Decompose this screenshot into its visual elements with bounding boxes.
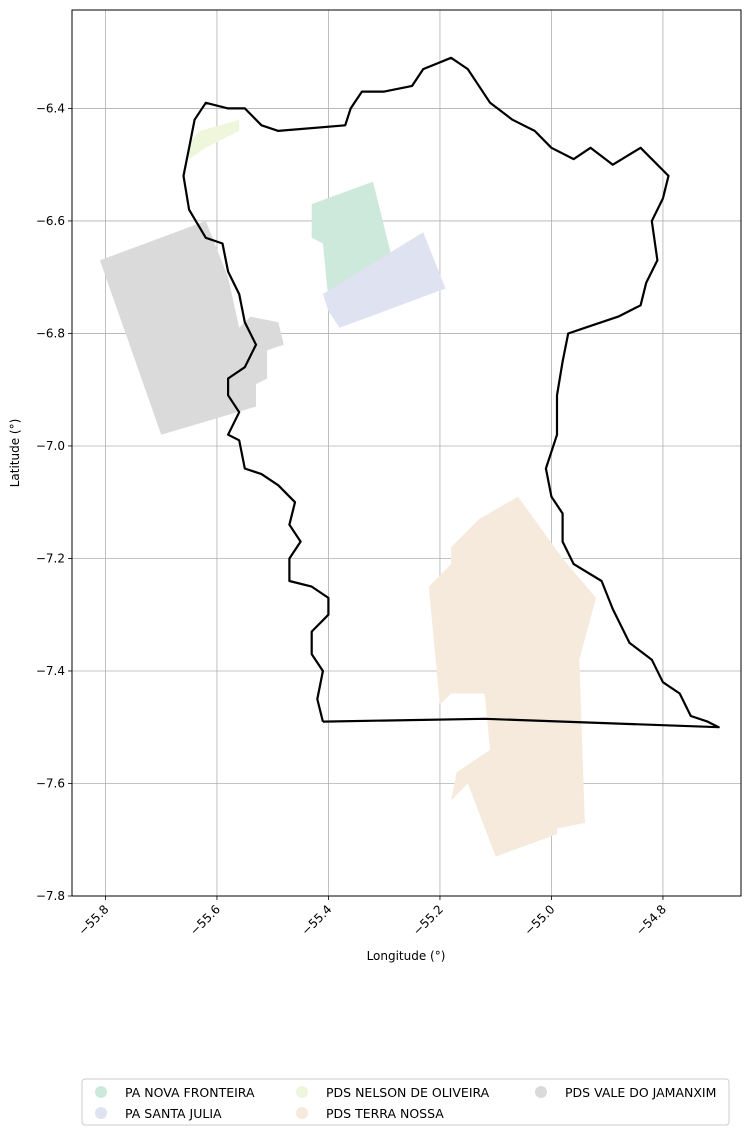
y-tick-label: −7.0 [36, 439, 65, 453]
x-tick-label: −55.0 [522, 902, 558, 938]
legend-marker-pds-nelson-de-oliveira [296, 1086, 308, 1098]
y-tick-label: −6.4 [36, 101, 65, 115]
gridlines [72, 10, 741, 897]
legend-entry: PDS VALE DO JAMANXIM [535, 1085, 716, 1100]
y-tick-label: −7.2 [36, 551, 65, 565]
legend-frame [81, 1078, 730, 1126]
y-tick-label: −7.6 [36, 776, 65, 790]
axes-frame [71, 9, 742, 897]
legend-label: PDS VALE DO JAMANXIM [565, 1085, 716, 1100]
settlement-polygons [99, 119, 596, 857]
x-tick-label: −54.8 [633, 902, 669, 938]
x-tick-label: −55.8 [76, 902, 112, 938]
polygon-pds-terra-nossa [428, 496, 596, 857]
legend-entry: PDS NELSON DE OLIVEIRA [296, 1085, 490, 1100]
legend-label: PA SANTA JULIA [125, 1106, 222, 1121]
legend-label: PDS TERRA NOSSA [326, 1106, 444, 1121]
boundary-line [182, 56, 720, 729]
polygon-pds-nelson-de-oliveira [189, 119, 240, 160]
y-tick-label: −7.4 [36, 664, 65, 678]
legend-label: PDS NELSON DE OLIVEIRA [326, 1085, 490, 1100]
x-tick-label: −55.6 [187, 902, 223, 938]
legend-label: PA NOVA FRONTEIRA [125, 1085, 255, 1100]
legend-entry: PA SANTA JULIA [95, 1106, 222, 1121]
legend-entry: PA NOVA FRONTEIRA [95, 1085, 255, 1100]
x-tick-label: −55.2 [410, 902, 446, 938]
y-tick-label: −6.8 [36, 326, 65, 340]
legend-marker-pds-terra-nossa [296, 1107, 308, 1119]
y-axis-title: Latitude (°) [8, 419, 22, 488]
y-tick-label: −7.8 [36, 889, 65, 903]
municipality-boundary [182, 56, 720, 729]
polygon-pa-santa-julia [322, 232, 446, 328]
polygon-pds-vale-do-jamanxim [99, 221, 284, 435]
legend-entry: PDS TERRA NOSSA [296, 1106, 444, 1121]
y-tick-label: −6.6 [36, 214, 65, 228]
legend-marker-pds-vale-do-jamanxim [535, 1086, 547, 1098]
legend-marker-pa-santa-julia [95, 1107, 107, 1119]
legend: PA NOVA FRONTEIRA PA SANTA JULIA PDS NEL… [81, 1078, 730, 1126]
x-tick-label: −55.4 [299, 902, 335, 938]
x-axis-title: Longitude (°) [367, 949, 446, 963]
legend-marker-pa-nova-fronteira [95, 1086, 107, 1098]
